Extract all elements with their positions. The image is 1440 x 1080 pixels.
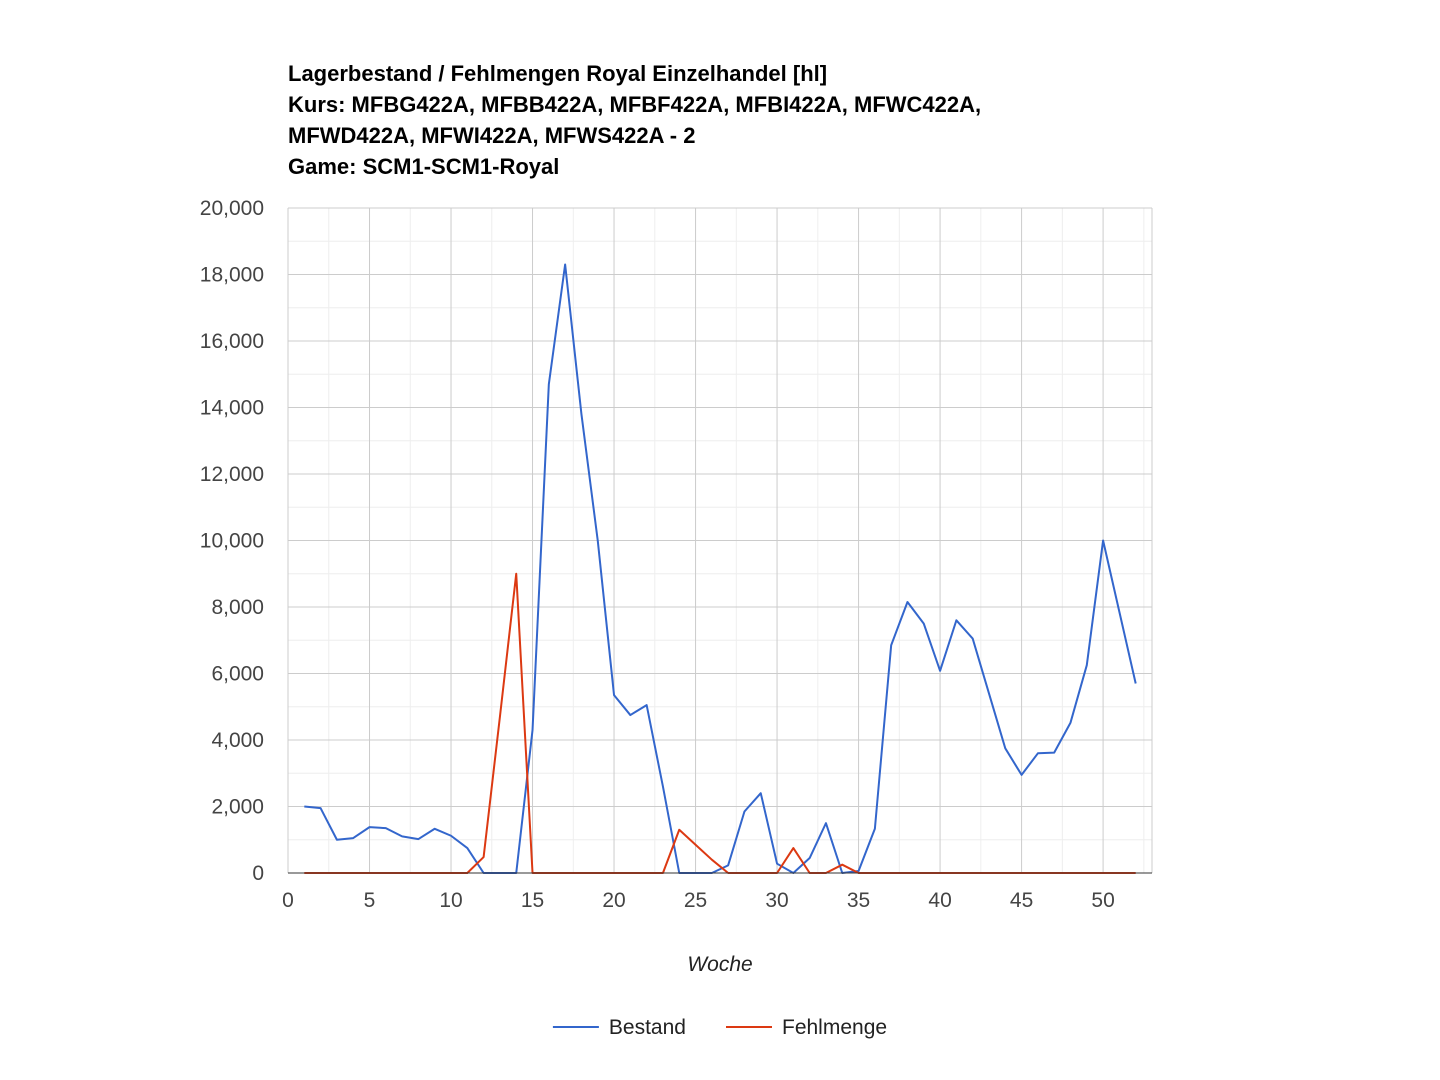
x-tick-label: 15: [521, 889, 544, 912]
legend-item-fehlmenge: Fehlmenge: [726, 1016, 887, 1039]
x-tick-label: 50: [1091, 889, 1114, 912]
series-line-bestand: [304, 265, 1135, 873]
chart-title-line-3: MFWD422A, MFWI422A, MFWS422A - 2: [288, 123, 695, 148]
x-tick-label: 30: [765, 889, 788, 912]
y-tick-label: 16,000: [200, 330, 264, 353]
x-tick-label: 40: [928, 889, 951, 912]
y-tick-label: 4,000: [211, 729, 264, 752]
chart-title: Lagerbestand / Fehlmengen Royal Einzelha…: [288, 61, 981, 179]
x-tick-label: 35: [847, 889, 870, 912]
y-tick-label: 18,000: [200, 264, 264, 287]
legend-item-bestand: Bestand: [553, 1016, 686, 1039]
legend-label: Bestand: [609, 1016, 686, 1039]
x-tick-label: 5: [364, 889, 376, 912]
x-tick-label: 20: [602, 889, 625, 912]
y-tick-label: 8,000: [211, 596, 264, 619]
chart-title-line-1: Lagerbestand / Fehlmengen Royal Einzelha…: [288, 61, 827, 86]
y-tick-label: 14,000: [200, 397, 264, 420]
y-tick-label: 12,000: [200, 463, 264, 486]
y-tick-label: 2,000: [211, 796, 264, 819]
chart-title-line-2: Kurs: MFBG422A, MFBB422A, MFBF422A, MFBI…: [288, 92, 981, 117]
series-lines: [304, 265, 1135, 873]
x-axis-title: Woche: [687, 953, 752, 976]
y-tick-label: 6,000: [211, 663, 264, 686]
y-tick-label: 10,000: [200, 530, 264, 553]
series-line-fehlmenge: [304, 574, 1135, 873]
x-tick-label: 0: [282, 889, 294, 912]
legend: Bestand Fehlmenge: [553, 1016, 887, 1039]
y-tick-label: 20,000: [200, 197, 264, 220]
y-axis-ticks: 0 2,000 4,000 6,000 8,000 10,000 12,000 14,000 1…: [200, 197, 264, 885]
x-tick-label: 25: [684, 889, 707, 912]
x-axis-ticks: 0 5 10 15 20 25 30 35 40 45 50: [282, 889, 1115, 912]
y-tick-label: 0: [252, 862, 264, 885]
chart-title-line-4: Game: SCM1-SCM1-Royal: [288, 154, 559, 179]
legend-label: Fehlmenge: [782, 1016, 887, 1039]
x-tick-label: 10: [439, 889, 462, 912]
x-tick-label: 45: [1010, 889, 1033, 912]
